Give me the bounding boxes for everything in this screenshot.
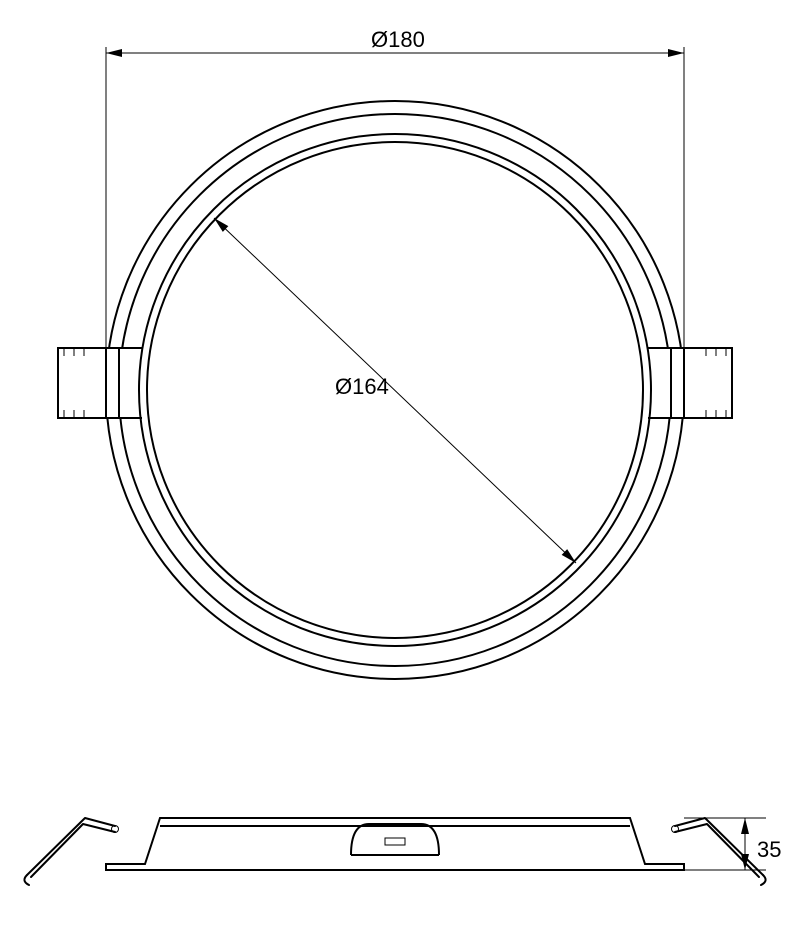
engineering-drawing: Ø180 Ø164 35 bbox=[0, 0, 800, 928]
side-view bbox=[24, 818, 766, 885]
height-label: 35 bbox=[757, 837, 781, 862]
inner-diameter-label: Ø164 bbox=[335, 374, 389, 399]
outer-diameter-label: Ø180 bbox=[371, 27, 425, 52]
top-view bbox=[56, 47, 734, 679]
